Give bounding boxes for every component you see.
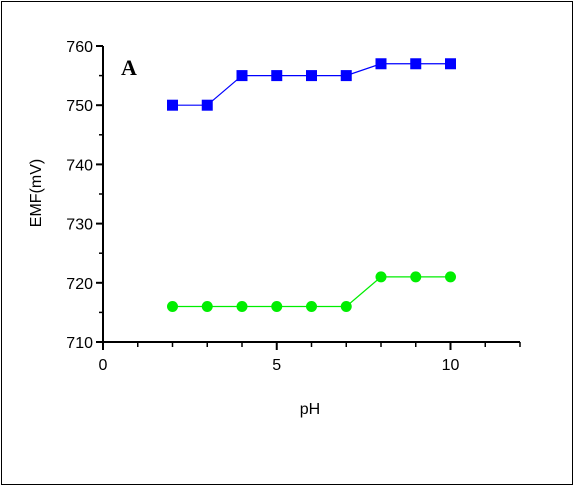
y-tick-label: 730 — [66, 217, 93, 234]
series-1 — [167, 58, 456, 111]
y-tick-label: 710 — [66, 335, 93, 352]
data-point — [445, 58, 456, 70]
x-tick-label: 0 — [99, 357, 108, 374]
data-point — [201, 300, 213, 312]
data-point — [201, 99, 213, 111]
series-2 — [167, 271, 456, 312]
panel-letter: A — [121, 55, 137, 80]
data-point — [306, 300, 317, 312]
x-axis-title: pH — [300, 401, 320, 418]
y-tick-label: 760 — [66, 39, 93, 56]
x-tick-label: 10 — [442, 357, 460, 374]
data-point — [410, 271, 422, 283]
data-point — [445, 271, 456, 283]
data-point — [236, 300, 248, 312]
data-point — [340, 70, 352, 82]
data-point — [375, 271, 387, 283]
y-tick-label: 720 — [66, 276, 93, 293]
data-point — [271, 300, 283, 312]
data-point — [167, 300, 178, 312]
data-point — [375, 58, 387, 70]
data-point — [167, 99, 178, 111]
axes: 710 720 730 740 750 760 0 5 10 — [66, 39, 521, 374]
y-tick-label: 750 — [66, 98, 93, 115]
data-point — [340, 300, 352, 312]
data-point — [271, 70, 283, 82]
data-point — [306, 70, 317, 82]
y-tick-label: 740 — [66, 157, 93, 174]
y-axis-title: EMF(mV) — [28, 159, 45, 227]
x-tick-label: 5 — [272, 357, 281, 374]
series-line — [172, 63, 451, 106]
series-layer — [167, 58, 456, 312]
data-point — [410, 58, 422, 70]
data-point — [236, 70, 248, 82]
